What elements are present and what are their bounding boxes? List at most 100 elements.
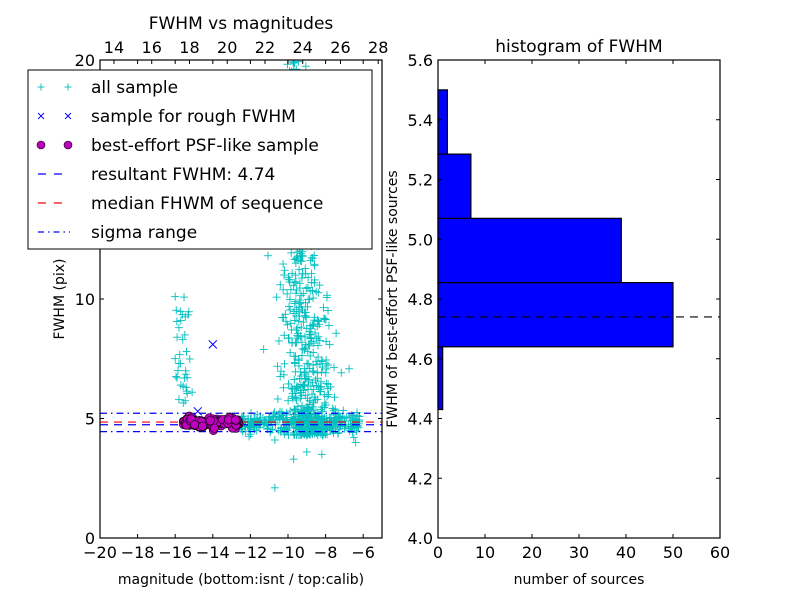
all-sample-point: [171, 372, 180, 381]
legend-label: sigma range: [91, 223, 197, 243]
all-sample-point: [317, 450, 326, 459]
all-sample-point: [300, 345, 309, 354]
all-sample-point: [340, 424, 349, 433]
all-sample-point: [302, 368, 311, 377]
all-sample-point: [290, 307, 299, 316]
all-sample-point: [293, 416, 302, 425]
psf-like-point: [198, 421, 208, 431]
all-sample-point: [293, 256, 302, 265]
all-sample-point: [292, 396, 301, 405]
all-sample-point: [185, 354, 194, 363]
scatter-legend: all sample sample for rough FWHM best-effo…: [27, 69, 373, 250]
all-sample-point: [279, 370, 288, 379]
all-sample-point: [325, 413, 334, 422]
all-sample-point: [306, 396, 315, 405]
legend-x-icon: [64, 112, 72, 120]
psf-like-point: [205, 416, 215, 426]
all-sample-point: [330, 363, 339, 372]
all-sample-point: [324, 306, 333, 315]
all-sample-point: [300, 381, 309, 390]
all-sample-point: [311, 328, 320, 337]
all-sample-point: [245, 432, 254, 441]
all-sample-point: [265, 412, 274, 421]
all-sample-point: [352, 417, 361, 426]
all-sample-point: [306, 351, 315, 360]
all-sample-point: [318, 403, 327, 412]
top-x-tick-label: 16: [142, 38, 162, 57]
all-sample-point: [283, 60, 292, 69]
all-sample-point: [309, 398, 318, 407]
all-sample-point: [345, 364, 354, 373]
all-sample-point: [337, 417, 346, 426]
all-sample-point: [279, 260, 288, 269]
all-sample-point: [297, 323, 306, 332]
all-sample-point: [323, 361, 332, 370]
all-sample-point: [286, 285, 295, 294]
top-x-tick-label: 26: [330, 38, 350, 57]
top-x-tick-label: 24: [293, 38, 313, 57]
all-sample-point: [336, 412, 345, 421]
all-sample-point: [294, 317, 303, 326]
y-tick-label: 4.0: [408, 529, 433, 548]
all-sample-point: [273, 394, 282, 403]
histogram-bar: [437, 89, 448, 155]
all-sample-point: [303, 385, 312, 394]
all-sample-point: [303, 302, 312, 311]
all-sample-point: [306, 410, 315, 419]
y-tick-label: 5.2: [408, 171, 433, 190]
all-sample-point: [305, 295, 314, 304]
all-sample-point: [304, 359, 313, 368]
psf-like-point: [209, 423, 219, 433]
all-sample-point: [247, 421, 256, 430]
all-sample-point: [322, 337, 331, 346]
all-sample-point: [311, 422, 320, 431]
x-b: [208, 340, 218, 349]
y-tick-label: 4.6: [408, 350, 433, 369]
all-sample-point: [171, 354, 180, 363]
all-sample-point: [301, 62, 310, 71]
x-tick-label: 10: [475, 543, 495, 562]
all-sample-point: [296, 386, 305, 395]
histogram-y-label: FWHM of best-effort PSF-like sources: [385, 170, 401, 427]
all-sample-point: [268, 425, 277, 434]
all-sample-point: [270, 436, 279, 445]
all-sample-point: [302, 324, 311, 333]
all-sample-point: [330, 393, 339, 402]
scatter-title: FWHM vs magnitudes: [149, 14, 334, 34]
all-sample-point: [272, 293, 281, 302]
all-sample-point: [331, 410, 340, 419]
all-sample-point: [315, 281, 324, 290]
all-sample-point: [314, 341, 323, 350]
all-sample-point: [174, 366, 183, 375]
all-sample-point: [309, 368, 318, 377]
top-x-tick-label: 20: [217, 38, 237, 57]
all-sample-point: [347, 410, 356, 419]
all-sample-point: [306, 287, 315, 296]
all-sample-point: [315, 413, 324, 422]
all-sample-point: [296, 380, 305, 389]
all-sample-point: [310, 260, 319, 269]
all-sample-point: [181, 366, 190, 375]
all-sample-point: [188, 388, 197, 397]
all-sample-point: [288, 392, 297, 401]
all-sample-point: [320, 398, 329, 407]
all-sample-point: [283, 416, 292, 425]
all-sample-point: [301, 340, 310, 349]
legend-circle-icon: [36, 140, 46, 150]
all-sample-point: [295, 284, 304, 293]
all-sample-point: [172, 317, 181, 326]
all-sample-point: [297, 372, 306, 381]
all-sample-point: [320, 425, 329, 434]
all-sample-point: [267, 425, 276, 434]
all-sample-point: [277, 423, 286, 432]
legend-label: resultant FWHM: 4.74: [91, 165, 275, 185]
all-sample-point: [321, 368, 330, 377]
all-sample-point: [304, 429, 313, 438]
x-tick-label: −8: [314, 543, 338, 562]
x-tick-label: −10: [271, 543, 305, 562]
x-tick-label: −18: [121, 543, 155, 562]
all-sample-point: [273, 362, 282, 371]
all-sample-point: [175, 350, 184, 359]
legend-entry: all sample: [37, 78, 178, 98]
all-sample-point: [308, 378, 317, 387]
